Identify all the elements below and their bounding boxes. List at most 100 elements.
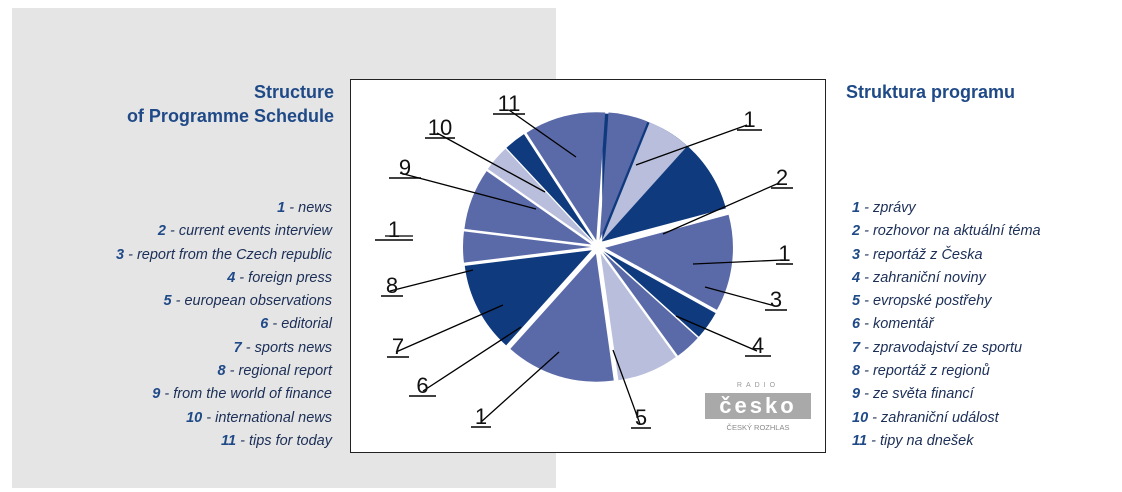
- slice-label-7: 7: [392, 334, 404, 359]
- slice-label-1: 1: [778, 241, 790, 266]
- legend-cz-item-text: - ze světa financí: [860, 386, 974, 403]
- pie-slice-1: [603, 251, 716, 337]
- legend-en-item-number: 8: [217, 363, 226, 380]
- logo-radio-text: RADIO: [736, 382, 780, 389]
- legend-en-item-number: 11: [221, 432, 237, 449]
- legend-cz-item-number: 4: [852, 269, 861, 286]
- legend-english: 1 - news 2 - current events interview 3 - …: [116, 197, 332, 453]
- legend-cz-item: 6 - komentář: [852, 313, 1041, 336]
- leader-line-2: [662, 182, 780, 235]
- legend-cz-item-text: - zpravodajství ze sportu: [860, 339, 1023, 356]
- legend-en-item: 5 - european observations: [116, 290, 332, 313]
- legend-cz-item-text: - tipy na dnešek: [867, 432, 974, 449]
- legend-en-item-text: - regional report: [225, 363, 332, 380]
- legend-en-item: 7 - sports news: [116, 337, 332, 360]
- pie-slice-7: [464, 171, 592, 245]
- slice-label-6: 6: [416, 373, 428, 398]
- slice-label-1: 1: [743, 107, 755, 132]
- slice-label-2: 2: [776, 165, 788, 190]
- legend-en-item-number: 6: [260, 316, 269, 333]
- leader-line-9: [399, 172, 537, 210]
- slice-label-5: 5: [635, 405, 647, 430]
- legend-cz-item-number: 9: [852, 386, 861, 403]
- leader-line-1: [692, 259, 784, 265]
- legend-en-item: 9 - from the world of finance: [116, 383, 332, 406]
- leader-line-8: [389, 269, 474, 292]
- legend-en-item: 1 - news: [116, 197, 332, 220]
- legend-cz-item-text: - rozhovor na aktuální téma: [860, 223, 1041, 240]
- title-english-line-1: Structure: [253, 82, 334, 102]
- legend-cz-item: 2 - rozhovor na aktuální téma: [852, 220, 1041, 243]
- legend-cz-item-text: - reportáž z Česka: [860, 246, 983, 263]
- legend-en-item-number: 9: [152, 386, 161, 403]
- legend-cz-item: 7 - zpravodajství ze sportu: [852, 337, 1041, 360]
- slice-label-1: 1: [388, 217, 400, 242]
- pie-slice-6: [463, 231, 591, 263]
- legend-czech: 1 - zprávy 2 - rozhovor na aktuální téma 3…: [852, 197, 1041, 453]
- pie-slice-8: [487, 148, 593, 243]
- pie-slice-1: [464, 250, 592, 346]
- leader-line-4: [675, 315, 758, 352]
- pie-slice-4: [600, 253, 676, 381]
- leader-line-11: [508, 109, 577, 158]
- leader-line-1: [635, 124, 748, 166]
- legend-en-item: 8 - regional report: [116, 360, 332, 383]
- logo-main-text: česko: [705, 393, 811, 419]
- legend-cz-item-text: - komentář: [860, 316, 934, 333]
- legend-cz-item: 9 - ze světa financí: [852, 383, 1041, 406]
- leader-line-10: [436, 132, 546, 193]
- slice-label-10: 10: [428, 115, 452, 140]
- legend-en-item-text: - tips for today: [236, 432, 332, 449]
- leader-line-3: [704, 286, 776, 307]
- pie-slice-3: [602, 252, 698, 356]
- pie-slice-9: [526, 112, 606, 241]
- legend-en-item-text: - foreign press: [235, 269, 332, 286]
- pie-slice-10: [599, 112, 648, 241]
- legend-en-item-text: - from the world of finance: [160, 386, 332, 403]
- legend-cz-item-number: 5: [852, 293, 861, 310]
- slice-label-9: 9: [399, 155, 411, 180]
- legend-cz-item-number: 8: [852, 363, 861, 380]
- leader-line-6: [422, 326, 522, 392]
- legend-cz-item: 8 - reportáž z regionů: [852, 360, 1041, 383]
- legend-en-item-number: 10: [186, 409, 203, 426]
- legend-cz-item-text: - zahraniční událost: [868, 409, 999, 426]
- radio-cesko-logo: RADIO česko ČESKÝ ROZHLAS: [705, 382, 811, 437]
- pie-slice-2: [604, 214, 733, 310]
- legend-cz-item-number: 6: [852, 316, 861, 333]
- legend-en-item-number: 4: [227, 269, 236, 286]
- legend-en-item: 6 - editorial: [116, 313, 332, 336]
- legend-cz-item-number: 7: [852, 339, 861, 356]
- slice-label-3: 3: [770, 287, 782, 312]
- legend-en-item-number: 7: [233, 339, 242, 356]
- legend-cz-item-number: 3: [852, 246, 861, 263]
- slice-label-1: 1: [475, 404, 487, 429]
- legend-cz-item-number: 1: [852, 200, 861, 216]
- legend-en-item-text: - sports news: [241, 339, 332, 356]
- legend-cz-item-number: 10: [852, 409, 869, 426]
- pie-chart: 1 2 1 34 5 1 67 8 1 9 10 11: [375, 91, 793, 430]
- pie-slice-1: [506, 134, 594, 242]
- title-english-line-2: of Programme Schedule: [126, 106, 334, 126]
- legend-cz-item-text: - zprávy: [860, 200, 916, 216]
- chart-frame: 1 2 1 3 4 5 1 6 7 8 1 9 10 11 RADIO česko ČESKÝ ROZHL…: [350, 79, 826, 453]
- legend-en-item: 4 - foreign press: [116, 267, 332, 290]
- legend-en-item-text: - news: [285, 200, 332, 216]
- title-english: Structure of Programme Schedule: [127, 80, 334, 128]
- legend-cz-item-number: 11: [852, 432, 868, 449]
- legend-en-item-text: - european observations: [171, 293, 332, 310]
- legend-cz-item-text: - evropské postřehy: [860, 293, 992, 310]
- legend-en-item-text: - international news: [202, 409, 332, 426]
- legend-en-item-number: 2: [157, 223, 166, 240]
- legend-cz-item-text: - reportáž z regionů: [860, 363, 990, 380]
- legend-en-item-number: 3: [116, 246, 125, 263]
- pie-slice-11: [601, 122, 688, 242]
- legend-cz-item: 4 - zahraniční noviny: [852, 267, 1041, 290]
- legend-cz-item-number: 2: [852, 223, 861, 240]
- legend-cz-item: 3 - reportáž z Česka: [852, 244, 1041, 267]
- legend-en-item-number: 5: [163, 293, 172, 310]
- leader-line-1: [480, 351, 560, 423]
- title-czech: Struktura programu: [846, 82, 1016, 102]
- legend-en-item-text: - report from the Czech republic: [124, 246, 332, 263]
- slice-label-11: 11: [498, 91, 521, 116]
